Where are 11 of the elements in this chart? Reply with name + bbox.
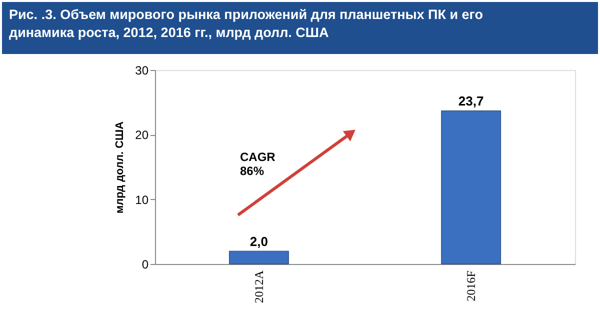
annotation: CAGR 86% xyxy=(240,150,276,178)
data-label: 2,0 xyxy=(250,234,268,250)
y-tick-label: 10 xyxy=(135,192,149,207)
x-tick-label: 2016F xyxy=(464,270,478,302)
y-tick-label: 0 xyxy=(142,258,149,272)
y-tick-label: 30 xyxy=(135,64,149,78)
y-axis-title: млрд долл. США xyxy=(114,121,126,214)
y-tick-label: 20 xyxy=(135,128,149,142)
chart-title: Рис. .3. Объем мирового рынка приложений для планшетных ПК и его динамика роста, 2012, 2016 гг., млрд долл. США xyxy=(9,7,483,40)
x-tick-label: 2012A xyxy=(252,270,266,304)
data-label: 23,7 xyxy=(458,94,484,109)
